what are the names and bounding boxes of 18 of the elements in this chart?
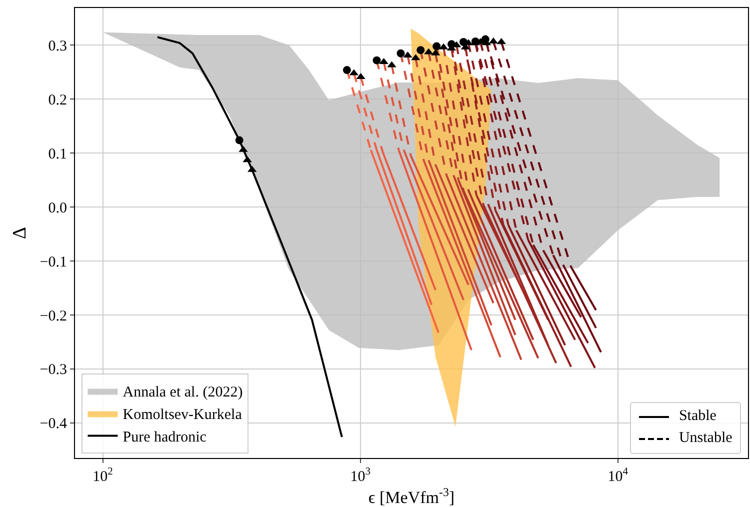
x-tick-label: 10$^{3}$: [350, 466, 370, 485]
y-axis-title: Δ: [10, 226, 31, 240]
y-tick-label: −0.4: [40, 416, 68, 432]
y-tick-label: 0.2: [48, 92, 67, 108]
x-axis-title: ϵ [MeVfm$^{-3}$]: [368, 484, 455, 507]
legend-label: Unstable: [678, 430, 732, 447]
x-tick-label: 10$^{4}$: [608, 466, 629, 485]
legend-label: Pure hadronic: [122, 430, 207, 446]
legend-label: Stable: [678, 408, 716, 425]
y-tick-label: 0.3: [48, 38, 67, 54]
legend-label: Annala et al. (2022): [122, 384, 243, 401]
legend-label: Komoltsev-Kurkela: [122, 407, 242, 424]
y-tick-label: 0.1: [48, 146, 67, 162]
y-tick-label: −0.1: [40, 254, 67, 270]
x-tick-label: 10$^{2}$: [92, 466, 113, 485]
y-tick-label: 0.0: [48, 200, 67, 216]
y-tick-label: −0.3: [40, 362, 67, 378]
y-tick-label: −0.2: [40, 308, 67, 324]
